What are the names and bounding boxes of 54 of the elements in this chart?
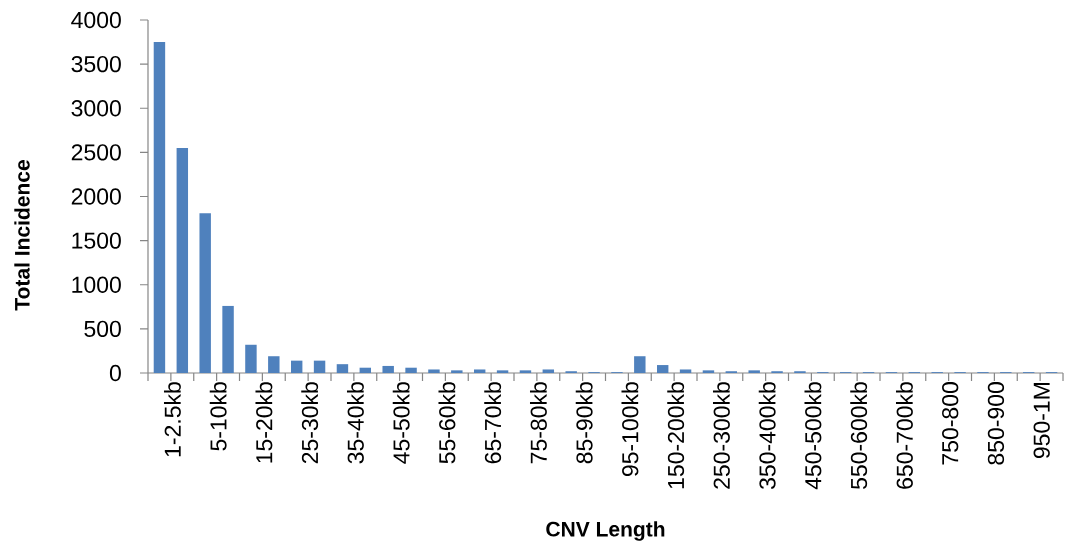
y-tick-label: 1500 (72, 232, 121, 249)
bar (222, 305, 234, 373)
bar (336, 364, 349, 373)
bar (359, 367, 372, 373)
x-tick-label: 85-90kb (575, 382, 593, 464)
x-tick-label: 1-2.5kb (163, 382, 181, 457)
y-tick-label: 1000 (72, 276, 121, 293)
y-tick-label: 500 (84, 320, 121, 338)
bar (382, 365, 394, 373)
bar (153, 42, 166, 373)
x-tick-label: 650-700kb (895, 382, 913, 489)
x-tick-label: 45-50kb (392, 382, 410, 464)
bar (473, 369, 486, 373)
y-tick-label: 2000 (71, 188, 121, 205)
bar (542, 369, 555, 373)
x-tick-label: 150-200kb (667, 382, 685, 489)
x-tick-label: 5-10kb (209, 382, 227, 451)
y-tick-label: 0 (109, 364, 121, 382)
x-tick-label: 25-30kb (301, 382, 319, 464)
x-tick-label: 35-40kb (346, 382, 364, 464)
bar (268, 356, 280, 373)
x-tick-label: 95-100kb (621, 382, 639, 477)
bar (290, 360, 303, 373)
y-tick-label: 2500 (71, 144, 121, 161)
bar (405, 367, 417, 373)
x-tick-label: 75-80kb (529, 382, 547, 464)
y-tick-label: 3500 (71, 55, 121, 73)
bar (176, 147, 189, 373)
x-tick-label: 550-600kb (850, 382, 868, 489)
x-tick-label: 450-500kb (804, 382, 822, 490)
bar (428, 369, 440, 373)
bar (702, 370, 715, 373)
x-tick-label: 55-60kb (438, 382, 456, 464)
x-tick-label: 850-900 (987, 382, 1005, 465)
bar (656, 365, 669, 373)
bar (199, 213, 211, 373)
bar (245, 344, 257, 373)
bar (313, 360, 326, 373)
y-tick-label: 4000 (71, 11, 121, 29)
x-tick-label: 750-800 (942, 382, 959, 465)
x-axis-title: CNV Length (546, 521, 665, 541)
x-tick-label: 250-300kb (712, 382, 730, 489)
bar (496, 370, 509, 373)
y-axis-title: Total Incidence (14, 160, 30, 311)
x-tick-label: 350-400kb (758, 382, 776, 490)
bar (634, 356, 646, 373)
bar (519, 370, 532, 373)
bar (451, 370, 463, 373)
bar (748, 370, 760, 373)
x-tick-label: 15-20kb (255, 382, 273, 463)
y-tick-label: 3000 (71, 100, 121, 117)
bar (679, 369, 692, 373)
x-tick-label: 950-1M (1033, 383, 1050, 459)
x-tick-label: 65-70kb (484, 382, 502, 464)
